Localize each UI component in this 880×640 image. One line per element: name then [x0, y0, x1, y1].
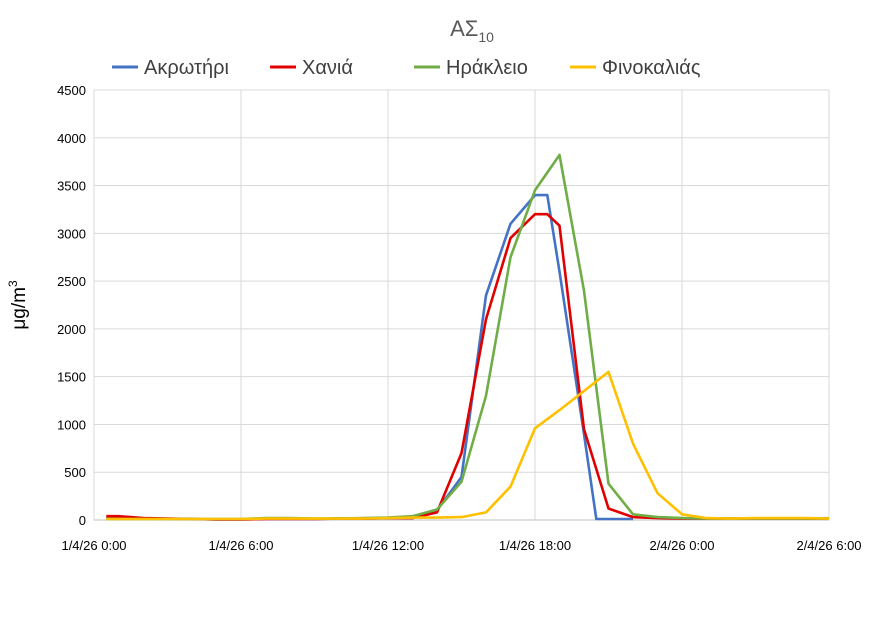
- y-tick-label: 500: [64, 465, 86, 480]
- y-tick-label: 3500: [57, 179, 86, 194]
- y-axis-ticks: 0 500 1000 1500 2000 2500 3000 3500 4000 4500: [57, 83, 86, 528]
- series-layer: [106, 153, 830, 521]
- chart-title: ΑΣ10: [450, 16, 494, 45]
- x-tick-label: 1/4/26 12:00: [352, 538, 424, 553]
- chart-title-subscript: 10: [478, 29, 494, 45]
- x-tick-label: 1/4/26 6:00: [208, 538, 273, 553]
- legend-label-0: Ακρωτήρι: [144, 57, 229, 79]
- x-tick-label: 2/4/26 0:00: [649, 538, 714, 553]
- series-line-0: [106, 193, 633, 521]
- series-line-1: [106, 212, 829, 521]
- y-axis-label: μg/m3: [6, 280, 30, 330]
- x-tick-label: 1/4/26 0:00: [61, 538, 126, 553]
- x-tick-label: 1/4/26 18:00: [499, 538, 571, 553]
- legend-label-3: Φινοκαλιάς: [602, 57, 701, 79]
- chart-title-main: ΑΣ: [450, 16, 478, 41]
- plot-area: 0 500 1000 1500 2000 2500 3000 3500 4000 4500 1/4…: [57, 83, 861, 553]
- y-axis-label-superscript: 3: [6, 280, 20, 287]
- series-line-2: [106, 153, 829, 521]
- y-tick-label: 3000: [57, 226, 86, 241]
- y-tick-label: 2500: [57, 274, 86, 289]
- y-tick-label: 2000: [57, 322, 86, 337]
- series-line-3: [106, 370, 830, 521]
- x-tick-label: 2/4/26 6:00: [796, 538, 861, 553]
- y-tick-label: 1000: [57, 417, 86, 432]
- y-tick-label: 1500: [57, 370, 86, 385]
- legend-label-2: Ηράκλειο: [446, 57, 528, 79]
- y-axis-label-main: μg/m: [9, 287, 30, 330]
- y-tick-label: 4000: [57, 131, 86, 146]
- legend: Ακρωτήρι Χανιά Ηράκλειο Φινοκαλιάς: [112, 57, 701, 79]
- legend-label-1: Χανιά: [302, 57, 353, 79]
- x-axis-ticks: 1/4/26 0:00 1/4/26 6:00 1/4/26 12:00 1/4/26…: [61, 538, 861, 553]
- y-tick-label: 4500: [57, 83, 86, 98]
- y-tick-label: 0: [79, 513, 86, 528]
- gridlines: [94, 89, 829, 521]
